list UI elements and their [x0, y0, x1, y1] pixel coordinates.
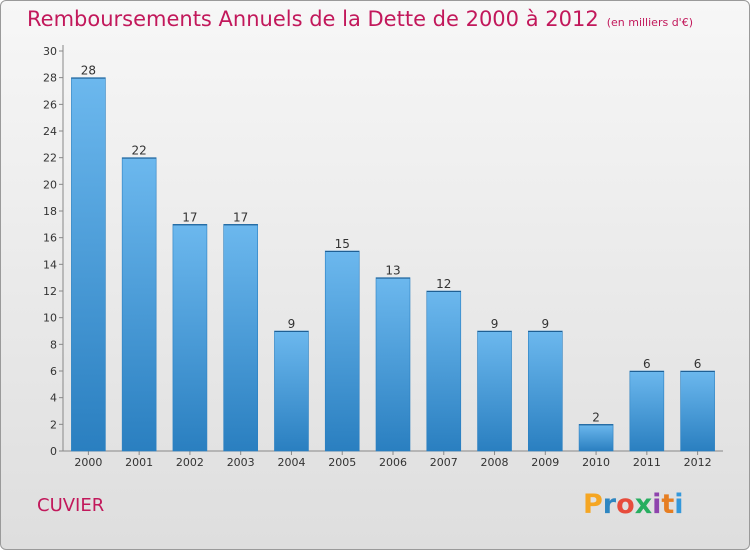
- data-label-2010: 2: [592, 410, 600, 424]
- y-tick-label: 20: [43, 178, 57, 191]
- x-tick-label-2008: 2008: [481, 456, 509, 469]
- y-tick-label: 24: [43, 125, 57, 138]
- x-tick-label-2005: 2005: [328, 456, 356, 469]
- logo-letter: t: [661, 489, 675, 520]
- y-tick-label: 4: [50, 392, 57, 405]
- x-tick-label-2002: 2002: [176, 456, 204, 469]
- data-label-2006: 13: [385, 264, 400, 278]
- y-tick-label: 10: [43, 312, 57, 325]
- x-tick-label-2009: 2009: [531, 456, 559, 469]
- x-tick-label-2010: 2010: [582, 456, 610, 469]
- logo-letter: i: [652, 489, 662, 520]
- y-tick-label: 12: [43, 285, 57, 298]
- x-tick-label-2012: 2012: [684, 456, 712, 469]
- bar-2002: [172, 224, 208, 452]
- bar-2007: [426, 290, 462, 452]
- y-tick-label: 6: [50, 365, 57, 378]
- y-tick-label: 26: [43, 98, 57, 111]
- y-tick-label: 30: [43, 45, 57, 58]
- x-tick-label-2003: 2003: [227, 456, 255, 469]
- data-label-2000: 28: [81, 64, 96, 78]
- logo-letter: o: [616, 489, 635, 520]
- x-tick-label-2000: 2000: [74, 456, 102, 469]
- logo-letter: P: [583, 489, 603, 520]
- bar-2009: [528, 330, 563, 452]
- x-tick-label-2004: 2004: [277, 456, 305, 469]
- y-tick-label: 8: [50, 338, 57, 351]
- bar-2003: [223, 224, 258, 452]
- logo-letter: r: [602, 489, 617, 520]
- data-label-2012: 6: [694, 357, 702, 371]
- bar-2004: [274, 330, 309, 452]
- data-label-2011: 6: [643, 357, 651, 371]
- y-tick-label: 18: [43, 205, 57, 218]
- y-tick-label: 0: [50, 445, 57, 458]
- bar-2012: [680, 370, 715, 452]
- x-tick-label-2011: 2011: [633, 456, 661, 469]
- bar-2008: [477, 330, 512, 452]
- y-tick-label: 2: [50, 418, 57, 431]
- bar-2011: [629, 370, 665, 452]
- chart-subtitle: (en milliers d'€): [606, 16, 693, 29]
- x-tick-label-2001: 2001: [125, 456, 153, 469]
- commune-name: CUVIER: [37, 495, 105, 516]
- data-label-2001: 22: [132, 144, 147, 158]
- title-row: Remboursements Annuels de la Dette de 20…: [27, 7, 693, 31]
- data-label-2003: 17: [233, 210, 248, 224]
- bar-2006: [375, 277, 411, 452]
- y-tick-label: 16: [43, 232, 57, 245]
- y-tick-label: 28: [43, 72, 57, 85]
- data-label-2005: 15: [335, 237, 350, 251]
- logo-letter: i: [674, 489, 684, 520]
- bar-2001: [121, 157, 157, 452]
- data-label-2008: 9: [491, 317, 499, 331]
- chart-title: Remboursements Annuels de la Dette de 20…: [27, 7, 599, 31]
- x-tick-label-2007: 2007: [430, 456, 458, 469]
- bar-2005: [324, 250, 360, 452]
- data-label-2007: 12: [436, 277, 451, 291]
- proxiti-logo[interactable]: Proxiti: [583, 489, 684, 520]
- data-label-2009: 9: [541, 317, 549, 331]
- data-label-2002: 17: [182, 210, 197, 224]
- logo-letter: x: [634, 489, 653, 520]
- bar-2000: [71, 77, 106, 452]
- x-tick-label-2006: 2006: [379, 456, 407, 469]
- data-label-2004: 9: [288, 317, 296, 331]
- y-tick-label: 22: [43, 152, 57, 165]
- y-tick-label: 14: [43, 258, 57, 271]
- bar-2010: [578, 424, 614, 452]
